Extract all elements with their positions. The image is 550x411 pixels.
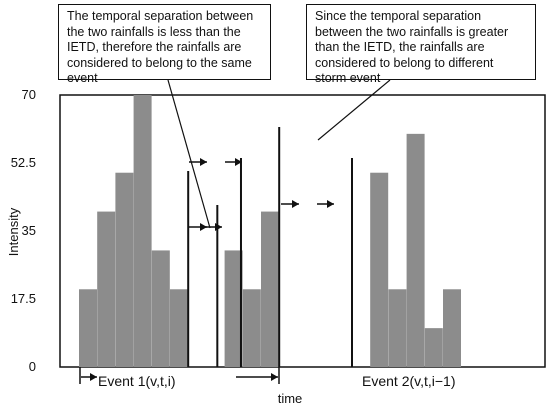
- arrow-head: [215, 223, 222, 231]
- bar: [115, 172, 134, 367]
- arrow-head: [200, 223, 207, 231]
- event-1-label: Event 1(v,t,i): [98, 373, 176, 389]
- arrow-head: [235, 158, 242, 166]
- bar: [79, 289, 97, 367]
- event-2-label: Event 2(v,t,i−1): [362, 373, 456, 389]
- y-tick-label: 35: [22, 223, 36, 238]
- callout-same-event: The temporal separation between the two …: [58, 4, 271, 85]
- bar: [406, 133, 425, 367]
- bar: [97, 211, 116, 367]
- arrow-head: [292, 200, 299, 208]
- callout-left-pointer: [167, 79, 211, 229]
- y-tick-label: 0: [29, 359, 36, 374]
- y-axis-ticks: 0 17.5 35 52.5 70: [11, 87, 36, 374]
- y-tick-label: 52.5: [11, 155, 36, 170]
- y-axis-label: Intensity: [6, 207, 21, 256]
- plot-frame: [59, 94, 546, 368]
- x-axis-label: time: [278, 391, 303, 406]
- bar-series: [79, 95, 461, 367]
- y-tick-label: 17.5: [11, 291, 36, 306]
- bar: [224, 250, 243, 367]
- arrow-head: [90, 373, 97, 381]
- separator-lines: [187, 127, 353, 367]
- arrow-head: [327, 200, 334, 208]
- bar: [424, 328, 443, 367]
- callout-different-event: Since the temporal separation between th…: [306, 4, 536, 85]
- bar: [261, 211, 279, 367]
- bar: [443, 289, 461, 367]
- arrow-head: [200, 158, 207, 166]
- y-tick-label: 70: [22, 87, 36, 102]
- bar: [388, 289, 407, 367]
- bar: [151, 250, 170, 367]
- gap-arrows: [79, 158, 334, 384]
- bar: [133, 95, 152, 367]
- callout-right-pointer: [317, 79, 391, 141]
- bar: [170, 289, 188, 367]
- bar: [370, 172, 389, 367]
- bar: [242, 289, 261, 367]
- arrow-head: [271, 373, 278, 381]
